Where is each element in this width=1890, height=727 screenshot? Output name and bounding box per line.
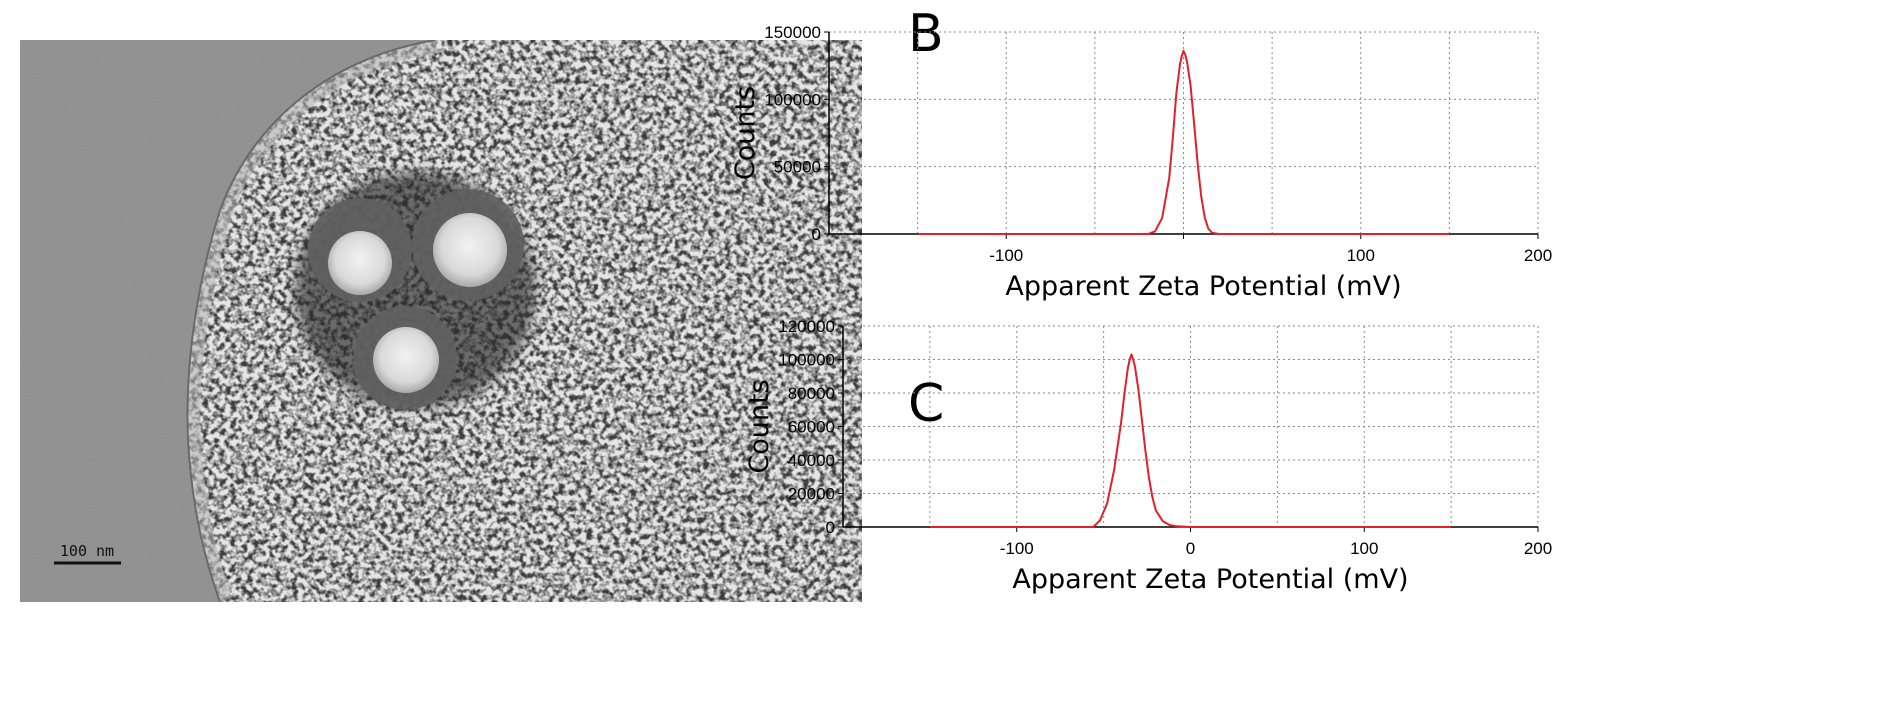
vesicle-cluster	[295, 172, 535, 410]
zeta-series-line	[917, 49, 1450, 235]
vesicle-1	[328, 231, 392, 295]
y-tick-label: 100000	[764, 90, 821, 109]
y-tick-label: 80000	[788, 384, 835, 403]
y-axis-title: Counts	[730, 86, 761, 180]
y-tick-label: 150000	[764, 23, 821, 42]
y-tick-label: 100000	[778, 351, 835, 370]
x-tick-label: -100	[989, 246, 1023, 265]
y-tick-label: 0	[812, 225, 821, 244]
scale-bar: 100 nm	[54, 542, 121, 565]
zeta-series-line	[929, 353, 1452, 528]
scale-bar-label: 100 nm	[60, 542, 114, 560]
y-tick-label: 60000	[788, 418, 835, 437]
vesicle-2	[433, 213, 507, 287]
grid-lines	[843, 325, 1539, 527]
film-edge	[186, 40, 436, 602]
y-tick-label: 40000	[788, 451, 835, 470]
x-tick-label: -100	[1000, 539, 1034, 558]
x-tick-label: 200	[1524, 246, 1552, 265]
y-tick-label: 50000	[774, 158, 821, 177]
y-tick-label: 0	[826, 518, 835, 537]
tem-micrograph: 100 nm	[20, 40, 862, 602]
x-tick-label: 100	[1347, 246, 1375, 265]
y-tick-label: 120000	[778, 317, 835, 336]
zeta-chart-b: 0 50000 100000 150000 -100 100 200 Apparent Zet…	[730, 23, 1552, 302]
y-tick-label: 20000	[788, 485, 835, 504]
zeta-chart-c: 0 20000 40000 60000 80000 100000 120000 -100 0 10…	[744, 317, 1552, 595]
x-tick-label: 0	[1186, 539, 1195, 558]
y-axis-title: Counts	[744, 379, 775, 473]
x-tick-label: 100	[1350, 539, 1378, 558]
x-tick-label: 200	[1524, 539, 1552, 558]
x-axis-title: Apparent Zeta Potential (mV)	[1005, 271, 1401, 302]
panel-c-letter: C	[908, 374, 945, 434]
x-axis-title: Apparent Zeta Potential (mV)	[1012, 564, 1408, 595]
grid-lines	[829, 31, 1539, 234]
panel-b-letter: B	[908, 4, 944, 64]
vesicle-3	[373, 327, 439, 393]
